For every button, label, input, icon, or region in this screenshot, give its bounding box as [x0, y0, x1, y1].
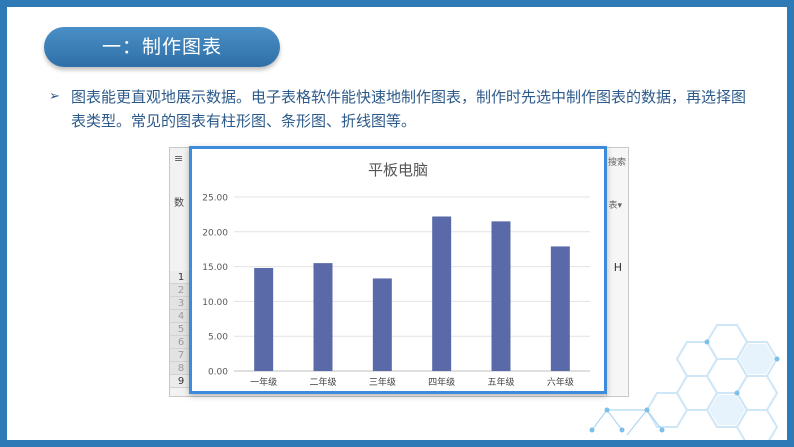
- x-tick-label: 五年级: [487, 376, 514, 388]
- bar-1: [254, 267, 274, 371]
- y-tick-label: 15.00: [202, 263, 228, 273]
- dropdown-button[interactable]: 表▾: [608, 201, 622, 211]
- bar-chart[interactable]: 平板电脑 0.00 5.00 10.00 15.00 20.00 25.00 一年级 二年级 三年…: [189, 146, 607, 394]
- y-tick-label: 20.00: [202, 228, 228, 238]
- row-number[interactable]: 9: [170, 375, 192, 388]
- bullet-point: ➢ 图表能更直观地展示数据。电子表格软件能快速地制作图表，制作时先选中制作图表的…: [49, 85, 749, 133]
- hexagon-decoration: [589, 324, 780, 440]
- chart-canvas: 平板电脑 0.00 5.00 10.00 15.00 20.00 25.00 一年级 二年级 三年…: [202, 161, 590, 388]
- bar-3: [372, 278, 392, 371]
- y-tick-label: 5.00: [208, 333, 228, 343]
- x-tick-label: 一年级: [250, 376, 277, 388]
- search-button[interactable]: 搜索: [607, 158, 626, 168]
- bar-5: [491, 221, 511, 371]
- x-tick-label: 六年级: [547, 376, 574, 388]
- bar-4: [432, 216, 452, 371]
- y-tick-label: 10.00: [202, 298, 228, 308]
- slide-title: 一：制作图表: [44, 27, 280, 67]
- arrow-right-icon: ➢: [49, 89, 60, 104]
- column-header-h[interactable]: H: [613, 261, 622, 274]
- row-number[interactable]: 4: [170, 310, 192, 323]
- row-number[interactable]: 6: [170, 336, 192, 349]
- slide: 一：制作图表 ➢ 图表能更直观地展示数据。电子表格软件能快速地制作图表，制作时先…: [7, 7, 787, 440]
- row-number[interactable]: 8: [170, 362, 192, 375]
- row-number[interactable]: 7: [170, 349, 192, 362]
- column-label: 数: [174, 198, 184, 209]
- bar-2: [313, 263, 333, 371]
- x-tick-label: 三年级: [369, 376, 396, 388]
- bar-6: [550, 246, 570, 371]
- y-tick-label: 25.00: [202, 194, 228, 204]
- x-tick-label: 二年级: [309, 376, 336, 388]
- x-tick-label: 四年级: [428, 376, 455, 388]
- row-number[interactable]: 2: [170, 284, 192, 297]
- y-tick-label: 0.00: [208, 368, 228, 378]
- row-number[interactable]: 1: [170, 271, 192, 284]
- row-number[interactable]: 5: [170, 323, 192, 336]
- row-header: 1 2 3 4 5 6 7 8 9: [170, 271, 192, 388]
- chart-title: 平板电脑: [368, 161, 428, 179]
- row-number[interactable]: 3: [170, 297, 192, 310]
- bullet-text: 图表能更直观地展示数据。电子表格软件能快速地制作图表，制作时先选中制作图表的数据…: [71, 88, 747, 130]
- menu-icon[interactable]: ≡: [174, 152, 184, 165]
